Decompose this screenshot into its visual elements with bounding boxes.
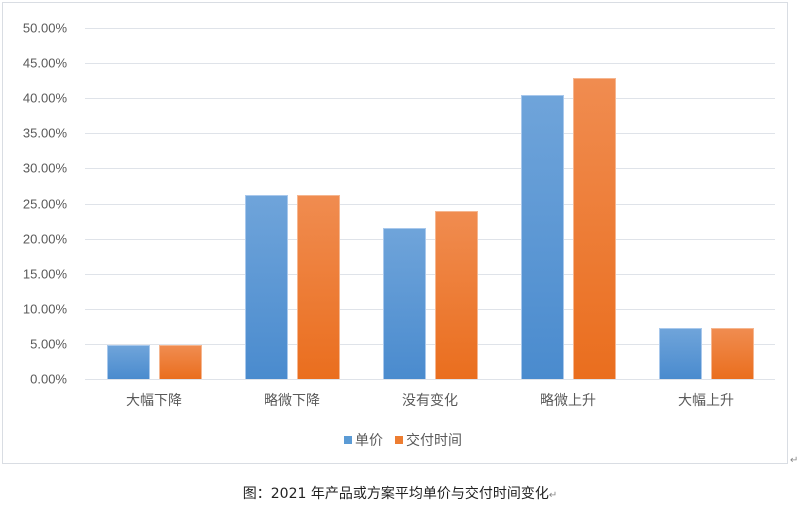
chart-frame: 大幅下降 略微下降 没有变化 略微上升 大幅上升 单价 交付时间 0.00% 5.00% 10… — [2, 2, 788, 464]
y-tick-label: 35.00% — [22, 125, 67, 141]
bar-delivery-time — [710, 328, 754, 379]
x-tick-label: 略微上升 — [540, 393, 596, 409]
y-tick-label: 5.00% — [30, 336, 67, 352]
y-tick-label: 50.00% — [22, 20, 67, 36]
bar-unit-price — [658, 328, 702, 379]
y-tick-label: 15.00% — [22, 266, 67, 282]
y-tick-label: 40.00% — [22, 90, 67, 106]
gridline — [85, 343, 775, 345]
bar-unit-price — [520, 94, 564, 379]
y-tick-label: 25.00% — [22, 196, 67, 211]
x-tick-label: 大幅下降 — [126, 393, 182, 409]
y-tick-label: 20.00% — [22, 231, 67, 247]
gridline — [85, 308, 775, 310]
x-tick-label: 略微下降 — [264, 393, 320, 409]
y-tick-label: 0.00% — [30, 371, 67, 387]
legend-item: 单价 — [344, 430, 383, 450]
x-tick-label: 大幅上升 — [678, 393, 734, 409]
bar-unit-price — [244, 195, 288, 379]
gridline — [85, 379, 775, 380]
bar-delivery-time — [434, 211, 478, 379]
legend-label: 交付时间 — [406, 433, 462, 449]
gridline — [85, 273, 775, 275]
legend-item: 交付时间 — [395, 430, 462, 450]
y-tick-label: 45.00% — [22, 55, 67, 71]
paragraph-mark: ↵ — [548, 490, 558, 501]
bar-delivery-time — [158, 345, 202, 379]
gridline — [85, 63, 775, 65]
gridline — [85, 168, 775, 170]
bar-delivery-time — [296, 195, 340, 379]
y-tick-label: 30.00% — [22, 160, 67, 176]
legend-swatch-icon — [395, 436, 403, 444]
legend: 单价 交付时间 — [3, 430, 800, 450]
legend-swatch-icon — [344, 436, 352, 444]
plot-area — [85, 28, 775, 380]
gridline — [85, 238, 775, 240]
gridline — [85, 203, 775, 205]
gridline — [85, 98, 775, 100]
x-tick-label: 没有变化 — [402, 393, 458, 409]
bar-unit-price — [382, 228, 426, 379]
gridline — [85, 28, 775, 29]
y-tick-label: 10.00% — [22, 301, 67, 317]
legend-label: 单价 — [355, 433, 383, 449]
caption-text: 图：2021 年产品或方案平均单价与交付时间变化 — [242, 486, 549, 502]
gridline — [85, 133, 775, 135]
paragraph-mark: ↵ — [790, 455, 799, 466]
bar-delivery-time — [572, 77, 616, 379]
bar-unit-price — [106, 345, 150, 379]
figure-caption: 图：2021 年产品或方案平均单价与交付时间变化↵ — [0, 483, 800, 503]
